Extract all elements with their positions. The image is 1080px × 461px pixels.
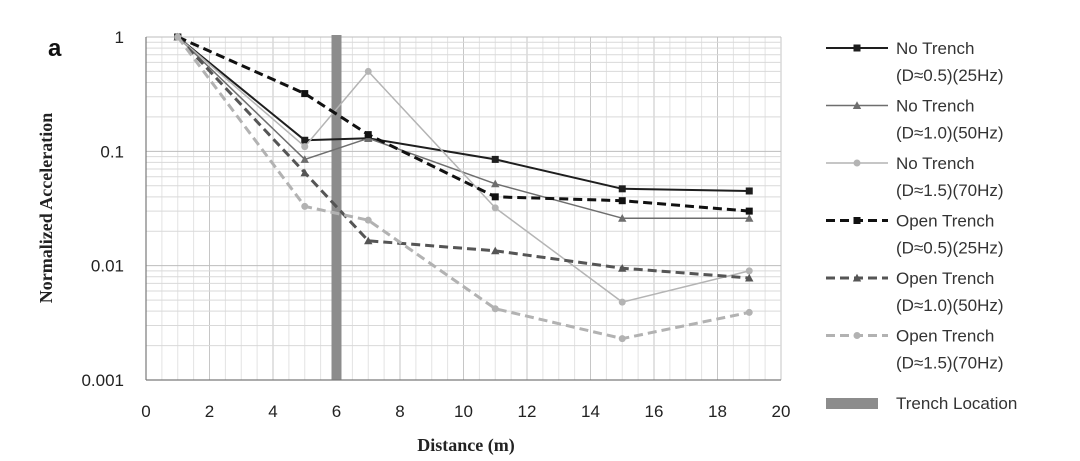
legend-swatch-marker: [852, 101, 862, 109]
x-tick-label: 0: [141, 402, 150, 421]
data-point: [364, 216, 372, 224]
series-line: [177, 36, 750, 192]
data-point: [618, 298, 626, 306]
data-point: [618, 214, 627, 222]
x-tick-label: 6: [332, 402, 341, 421]
legend-sublabel: (D≈0.5)(25Hz): [896, 66, 1004, 85]
data-point: [618, 264, 627, 272]
legend-swatch-marker: [853, 332, 861, 339]
legend-item-trench: Trench Location: [826, 394, 1017, 413]
x-tick-label: 18: [708, 402, 727, 421]
x-axis-title: Distance (m): [417, 435, 514, 456]
legend-label: No Trench: [896, 39, 974, 58]
x-tick-label: 8: [395, 402, 404, 421]
legend-swatch-marker: [853, 159, 861, 167]
data-point: [618, 335, 626, 343]
x-tick-label: 14: [581, 402, 600, 421]
data-point: [364, 67, 372, 75]
data-point: [300, 155, 309, 163]
series-layer: [173, 32, 754, 343]
legend-swatch-marker: [853, 44, 861, 52]
x-tick-label: 20: [772, 402, 791, 421]
series-6: [174, 33, 753, 343]
data-point: [301, 143, 309, 151]
legend-label-trench: Trench Location: [896, 394, 1017, 413]
data-point: [745, 273, 754, 282]
data-point: [364, 236, 373, 245]
legend-label: No Trench: [896, 154, 974, 173]
y-tick-label: 1: [115, 28, 124, 47]
data-point: [491, 204, 499, 212]
series-line: [177, 35, 750, 213]
data-point: [618, 185, 626, 193]
legend-sublabel: (D≈1.0)(50Hz): [896, 296, 1004, 315]
legend-swatch-marker: [853, 217, 861, 224]
tick-labels: 0 2 4 6 8 10 12 14 16 18 20 1 0.1 0.01 0.001: [81, 28, 790, 421]
data-point: [618, 197, 626, 205]
legend-label: Open Trench: [896, 327, 994, 346]
data-point: [301, 202, 309, 210]
x-tick-label: 2: [205, 402, 214, 421]
x-tick-label: 4: [268, 402, 277, 421]
data-point: [745, 308, 753, 316]
legend-sublabel: (D≈0.5)(25Hz): [896, 239, 1004, 258]
data-point: [301, 90, 309, 98]
panel-label: a: [48, 35, 62, 62]
legend-item: Open Trench (D≈1.5)(70Hz): [826, 327, 1004, 373]
series-line: [177, 36, 750, 303]
x-tick-label: 16: [645, 402, 664, 421]
data-point: [745, 214, 754, 222]
data-point: [491, 305, 499, 313]
legend-item: Open Trench (D≈1.0)(50Hz): [826, 269, 1004, 315]
series-line: [176, 35, 750, 280]
legend-sublabel: (D≈1.0)(50Hz): [896, 124, 1004, 143]
data-point: [174, 33, 182, 41]
y-tick-label: 0.01: [91, 257, 124, 276]
y-axis-title: Normalized Acceleration: [36, 113, 56, 303]
legend-item: No Trench (D≈1.0)(50Hz): [826, 97, 1004, 143]
data-point: [491, 193, 499, 201]
series-line: [176, 36, 750, 341]
legend-item: No Trench (D≈0.5)(25Hz): [826, 39, 1004, 85]
series-3: [174, 33, 753, 306]
legend-swatch-trench: [826, 398, 878, 409]
data-point: [301, 136, 309, 144]
data-point: [491, 246, 500, 255]
y-tick-label: 0.1: [100, 142, 124, 161]
legend-label: Open Trench: [896, 269, 994, 288]
series-line: [177, 36, 750, 219]
legend-sublabel: (D≈1.5)(70Hz): [896, 181, 1004, 200]
y-tick-label: 0.001: [81, 371, 124, 390]
data-point: [300, 168, 309, 177]
legend-item: Open Trench (D≈0.5)(25Hz): [826, 212, 1004, 258]
legend-sublabel: (D≈1.5)(70Hz): [896, 354, 1004, 373]
data-point: [364, 131, 372, 139]
legend: No Trench (D≈0.5)(25Hz) No Trench (D≈1.0)(5…: [826, 39, 1017, 413]
data-point: [745, 207, 753, 215]
data-point: [745, 187, 753, 195]
x-tick-label: 10: [454, 402, 473, 421]
axes: [145, 37, 781, 381]
legend-label: No Trench: [896, 97, 974, 116]
legend-label: Open Trench: [896, 212, 994, 231]
data-point: [491, 155, 499, 163]
data-point: [745, 267, 753, 275]
series-2: [173, 32, 754, 222]
legend-swatch-marker: [852, 273, 862, 282]
x-tick-label: 12: [518, 402, 537, 421]
data-point: [491, 179, 500, 188]
legend-item: No Trench (D≈1.5)(70Hz): [826, 154, 1004, 200]
